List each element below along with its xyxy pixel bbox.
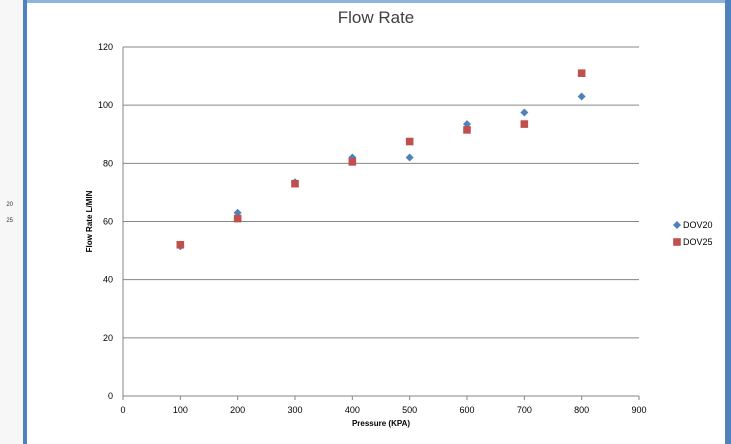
data-point-dov25 — [291, 179, 299, 188]
x-axis-label: Pressure (KPA) — [352, 419, 410, 428]
legend-label-dov20: DOV20 — [683, 220, 713, 230]
x-tick-label: 600 — [459, 405, 474, 415]
data-point-dov25 — [463, 126, 471, 134]
y-tick-label: 20 — [103, 333, 113, 343]
x-tick-label: 700 — [517, 405, 532, 415]
data-point-dov20 — [577, 92, 586, 101]
y-tick-label: 0 — [108, 391, 113, 401]
y-tick-label: 60 — [103, 217, 113, 227]
data-point-dov25 — [577, 69, 586, 77]
data-points — [176, 69, 586, 251]
cropped-label-fragment: 25 — [6, 218, 13, 224]
y-tick-label: 80 — [103, 158, 113, 168]
y-axis-label: Flow Rate L/MIN — [85, 190, 94, 252]
x-tick-label: 400 — [345, 405, 360, 415]
legend-marker-dov20 — [673, 221, 681, 229]
data-point-dov25 — [233, 214, 242, 223]
x-tick-label: 300 — [287, 405, 302, 415]
x-tick-labels: 0 100 200 300 400 500 600 700 800 900 — [120, 405, 646, 415]
data-point-dov25 — [176, 240, 185, 249]
data-point-dov25 — [520, 120, 529, 128]
top-border-bar — [27, 0, 725, 3]
gridlines — [122, 46, 640, 400]
x-tick-label: 900 — [631, 405, 646, 415]
x-tick-label: 100 — [173, 405, 188, 415]
legend-marker-dov25 — [673, 238, 681, 246]
right-border-bar — [725, 0, 731, 444]
x-tick-label: 0 — [120, 405, 125, 415]
data-point-dov20 — [463, 120, 471, 129]
data-point-dov25 — [405, 137, 414, 146]
y-tick-label: 100 — [98, 100, 113, 110]
x-tick-label: 500 — [402, 405, 417, 415]
data-point-dov20 — [520, 108, 529, 117]
legend-label-dov25: DOV25 — [683, 237, 713, 247]
x-tick-label: 800 — [574, 405, 589, 415]
cropped-label-fragment: 20 — [6, 202, 13, 208]
data-point-dov20 — [233, 208, 242, 217]
y-tick-label: 40 — [103, 275, 113, 285]
data-point-dov25 — [348, 158, 357, 166]
left-border-bar — [23, 0, 27, 444]
chart-title: Flow Rate — [337, 8, 415, 27]
legend: DOV20 DOV25 — [673, 220, 713, 247]
y-tick-label: 120 — [98, 42, 113, 52]
data-point-dov20 — [405, 153, 414, 162]
left-window-edge: 20 25 — [0, 0, 27, 444]
x-tick-label: 200 — [230, 405, 245, 415]
y-tick-labels: 0 20 40 60 80 100 120 — [98, 42, 113, 401]
